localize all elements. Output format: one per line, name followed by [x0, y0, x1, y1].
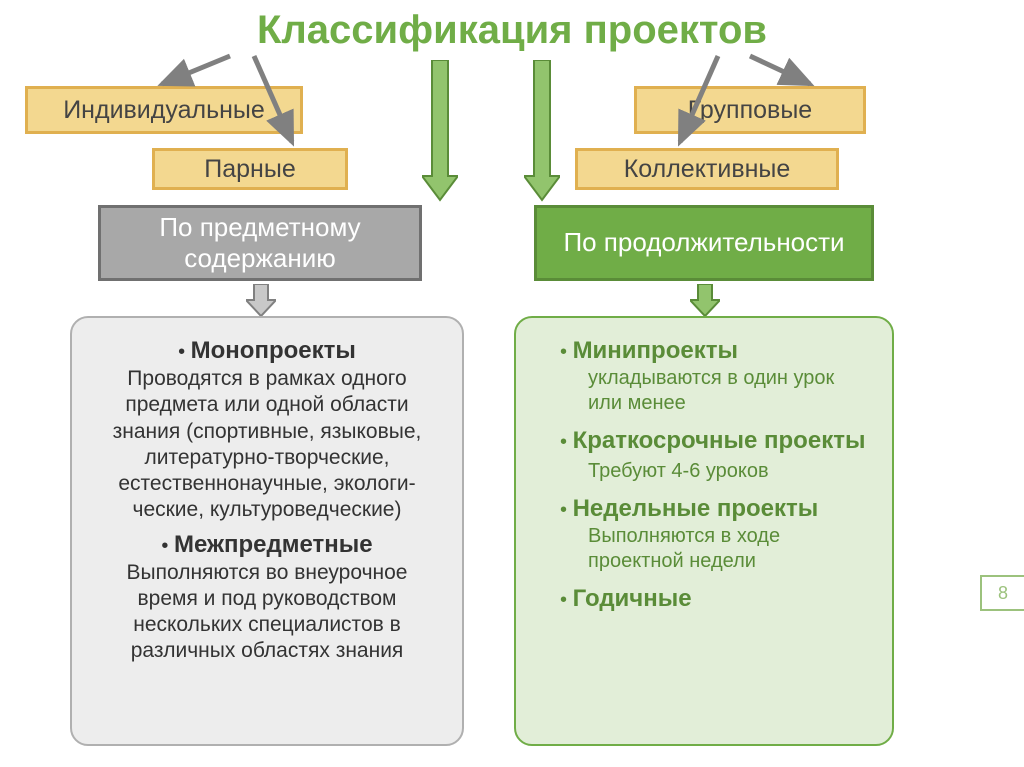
diagram-title: Классификация проектов: [0, 0, 1024, 53]
category-paired: Парные: [152, 148, 348, 190]
arrow-icon: [740, 52, 830, 92]
content-by-subject: • Монопроекты Проводятся в рамках одного…: [70, 316, 464, 746]
item-label: Монопроекты: [191, 337, 356, 364]
list-item: • Межпредметные Выполняются во внеурочно…: [96, 530, 438, 665]
page-number: 8: [998, 583, 1008, 604]
item-desc: Требуют 4-6 уроков: [560, 459, 769, 484]
list-item: • Недельные проекты Выполняются в ходе п…: [540, 494, 868, 574]
page-number-badge: 8: [980, 575, 1024, 611]
label: По предметному содержанию: [101, 212, 419, 274]
item-label: Недельные проекты: [573, 495, 819, 522]
list-item: • Краткосрочные проекты Требуют 4-6 урок…: [540, 426, 868, 484]
list-item: • Годичные: [540, 584, 868, 614]
category-by-duration: По продолжительности: [534, 205, 874, 281]
arrow-block-icon: [524, 60, 560, 202]
label: По продолжительности: [563, 227, 844, 258]
arrow-icon: [638, 52, 728, 150]
arrow-block-icon: [246, 284, 276, 318]
category-by-subject: По предметному содержанию: [98, 205, 422, 281]
arrow-block-icon: [690, 284, 720, 318]
label: Индивидуальные: [63, 96, 265, 125]
list-item: • Монопроекты Проводятся в рамках одного…: [96, 336, 438, 524]
item-desc: Выполняются во внеурочное время и под ру…: [96, 560, 438, 665]
item-desc: Выполняются в ходе проектной недели: [560, 524, 868, 574]
arrow-icon: [150, 52, 240, 92]
item-label: Межпредметные: [174, 531, 373, 558]
arrow-icon: [244, 52, 334, 150]
item-desc: укладываются в один урок или менее: [560, 366, 868, 416]
item-label: Краткосрочные проекты: [573, 427, 866, 454]
content-by-duration: • Минипроекты укладываются в один урок и…: [514, 316, 894, 746]
list-item: • Минипроекты укладываются в один урок и…: [540, 336, 868, 416]
label: Парные: [204, 155, 295, 184]
item-desc: Проводятся в рамках одного предмета или …: [96, 366, 438, 524]
arrow-block-icon: [422, 60, 458, 202]
item-label: Годичные: [573, 585, 692, 612]
label: Коллективные: [624, 155, 791, 184]
item-label: Минипроекты: [573, 337, 738, 364]
category-collective: Коллективные: [575, 148, 839, 190]
